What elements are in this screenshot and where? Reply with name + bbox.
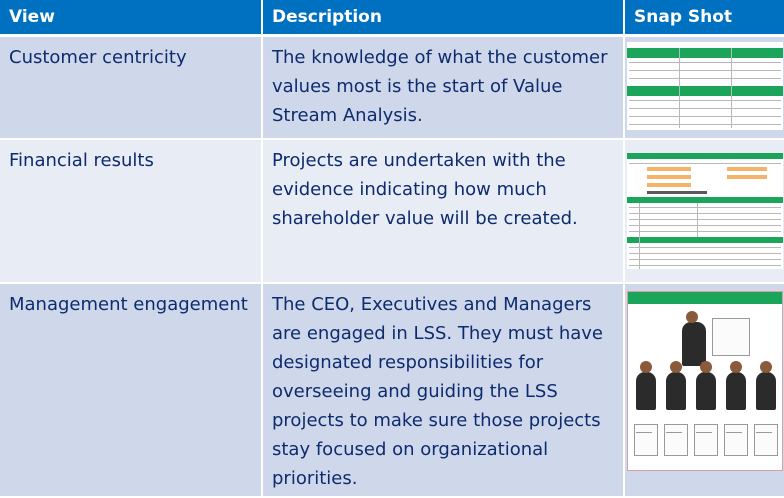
header-description: Description	[262, 0, 625, 37]
view-cell: Financial results	[0, 139, 263, 284]
description-cell: The knowledge of what the customer value…	[262, 35, 625, 140]
description-cell: Projects are undertaken with the evidenc…	[262, 139, 625, 284]
view-cell: Management engagement	[0, 283, 263, 498]
header-snapshot: Snap Shot	[624, 0, 784, 37]
table-row: Management engagement The CEO, Executive…	[0, 283, 784, 498]
snapshot-cell	[624, 139, 784, 284]
financial-sheet-thumbnail-icon	[627, 153, 783, 269]
view-cell: Customer centricity	[0, 35, 263, 140]
team-photo-thumbnail-icon	[627, 291, 783, 471]
table-row: Financial results Projects are undertake…	[0, 139, 784, 284]
description-cell: The CEO, Executives and Managers are eng…	[262, 283, 625, 498]
spreadsheet-thumbnail-icon	[627, 42, 783, 130]
snapshot-cell	[624, 283, 784, 498]
table-row: Customer centricity The knowledge of wha…	[0, 35, 784, 140]
header-row: View Description Snap Shot	[0, 0, 784, 37]
header-view: View	[0, 0, 263, 37]
snapshot-cell	[624, 35, 784, 140]
